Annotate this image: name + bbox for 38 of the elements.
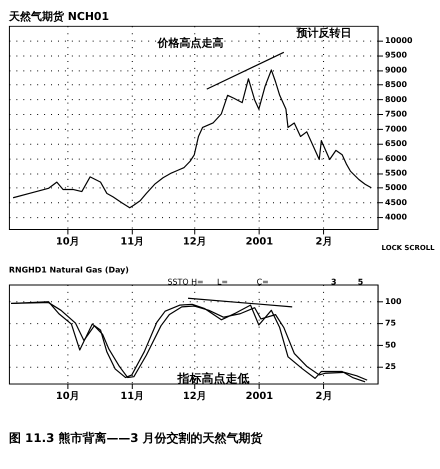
y-tick-label: 5000 [385,183,408,192]
x-tick-label: 11月 [120,390,144,402]
y-tick-label: 7000 [385,124,408,134]
x-tick-label: 2001 [246,390,274,402]
annotation: SSTO H= [167,277,204,286]
y-tick-label: 6500 [385,139,408,148]
chart-title: 天然气期货 NCH01 [8,10,110,23]
annotation: 5 [358,277,364,286]
y-tick-label: 75 [385,318,396,328]
y-tick-label: 4000 [385,212,408,222]
annotation: C= [256,277,269,286]
x-tick-label: 11月 [120,236,144,248]
x-tick-label: 10月 [56,236,80,248]
y-tick-label: 9000 [385,65,408,74]
x-tick-label: 12月 [182,236,207,248]
y-tick-label: 8500 [385,80,408,90]
y-tick-label: 7500 [385,110,408,119]
y-tick-label: 10000 [385,36,414,46]
annotation: 价格高点走高 [156,36,224,50]
chart-title: RNGHD1 Natural Gas (Day) [8,266,129,275]
annotation: 预计反转日 [295,26,352,40]
caption: 图 11.3 熊市背离——3 月份交割的天然气期货 [8,431,264,446]
y-tick-label: 5500 [385,168,408,178]
annotation: L= [217,277,228,286]
y-tick-label: 25 [385,362,396,371]
annotation: 指标高点走低 [176,372,250,386]
x-tick-label: 10月 [56,390,80,402]
y-tick-label: 100 [385,297,402,306]
annotation: 3 [330,277,337,286]
x-tick-label: 2月 [315,236,332,248]
x-tick-label: 12月 [182,390,207,402]
x-tick-label: 2001 [246,236,274,248]
x-tick-label: 2月 [315,390,332,402]
y-tick-label: 4500 [385,198,408,207]
y-tick-label: 8000 [385,94,408,104]
y-tick-label: 9500 [385,50,408,60]
y-tick-label: 50 [385,340,396,350]
y-tick-label: 6000 [385,154,408,163]
